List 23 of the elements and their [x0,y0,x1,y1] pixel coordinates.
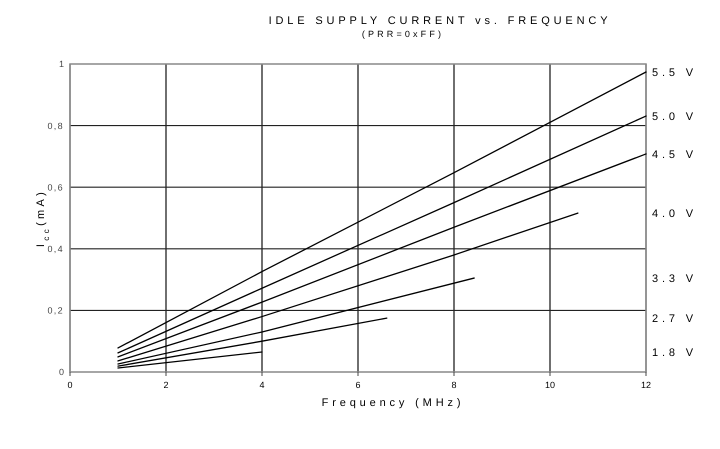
text: 1.8 V [652,346,697,359]
x-tick-label: 6 [355,380,361,390]
y-tick-label: 0,4 [47,244,64,254]
x-tick-label: 8 [451,380,457,390]
chart-title: IDLE SUPPLY CURRENT vs. FREQUENCY [268,15,612,27]
y-tick-label: 1 [58,59,64,70]
y-tick-label: 0,2 [47,306,64,316]
series-label: 5.5 V [652,66,697,79]
chart-subtitle: (PRR=0xFF) [362,29,444,39]
y-tick-label: 0 [58,367,64,378]
y-tick-label: 0,6 [47,182,64,192]
text: 3.3 V [652,272,697,285]
series-label: 5.0 V [652,110,697,123]
x-tick-label: 10 [544,380,556,390]
text: 2.7 V [652,312,697,325]
x-axis-title: Frequency (MHz) [322,397,464,409]
x-tick-label: 0 [67,380,73,390]
text: 4.0 V [652,208,697,220]
x-tick-label: 4 [259,380,265,390]
x-tick-label: 2 [163,380,169,390]
series-label: 4.5 V [652,148,697,161]
x-tick-label: 12 [640,380,652,390]
y-tick-label: 0,8 [47,120,64,131]
